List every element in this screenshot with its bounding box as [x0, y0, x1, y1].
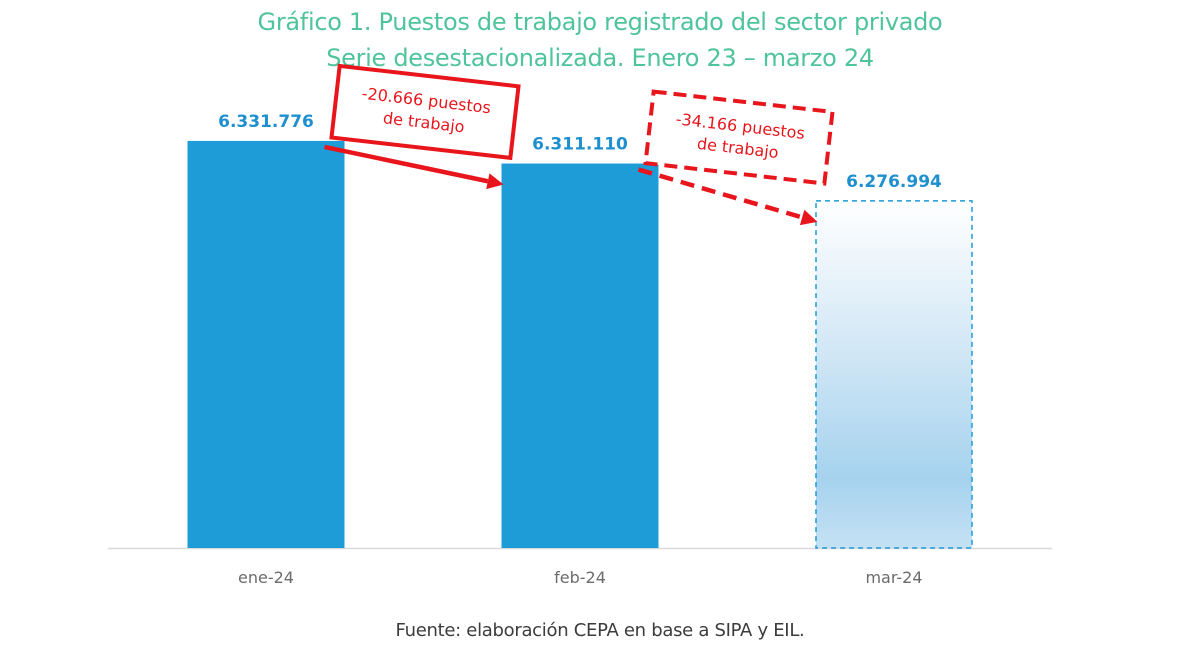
chart-subtitle: Serie desestacionalizada. Enero 23 – mar…	[326, 44, 874, 72]
arrow-line	[637, 167, 803, 220]
value-label-mar-24: 6.276.994	[846, 172, 942, 192]
bar-chart: 6.331.776 6.311.110 6.276.994 ene-24 feb-24…	[108, 63, 1052, 587]
x-tick-label-feb-24: feb-24	[554, 568, 606, 587]
value-label-ene-24: 6.331.776	[218, 112, 314, 132]
source-note: Fuente: elaboración CEPA en base a SIPA …	[395, 620, 805, 641]
value-label-feb-24: 6.311.110	[532, 135, 628, 155]
callout-box	[643, 89, 835, 186]
x-tick-label-mar-24: mar-24	[865, 568, 922, 587]
arrowhead-icon	[486, 173, 504, 190]
bar-feb-24	[501, 163, 659, 548]
bar-ene-24	[187, 140, 345, 548]
arrow-line	[324, 144, 489, 184]
chart-title: Gráfico 1. Puestos de trabajo registrado…	[257, 8, 943, 36]
bar-mar-24	[815, 200, 973, 549]
x-tick-label-ene-24: ene-24	[238, 568, 294, 587]
callout-box	[329, 63, 521, 161]
arrowhead-icon	[799, 209, 818, 226]
